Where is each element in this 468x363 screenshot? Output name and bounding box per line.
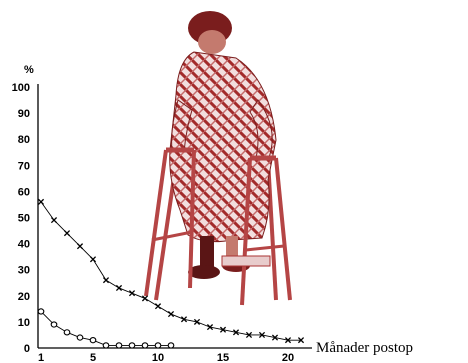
data-point-x [50, 217, 58, 224]
data-point-x [128, 290, 136, 297]
data-point-x [258, 331, 266, 339]
data-point-x [245, 331, 253, 339]
data-point-o [115, 342, 123, 349]
woman-with-walker-illustration [144, 11, 292, 306]
y-unit-label: % [24, 64, 34, 76]
data-point-x [206, 324, 214, 331]
data-point-x [76, 243, 84, 250]
data-point-x [37, 198, 45, 205]
data-point-x [232, 329, 240, 336]
series-layer [37, 198, 305, 349]
data-point-o [167, 342, 175, 349]
y-tick-labels: 0 10 20 30 40 50 60 70 80 90 100 [12, 82, 30, 355]
x-tick-labels: 1 5 10 15 20 [38, 352, 294, 363]
data-point-x [193, 318, 201, 325]
data-point-o [141, 342, 149, 349]
x-tick-label: 20 [282, 352, 294, 363]
data-point-o [63, 329, 71, 336]
data-point-o [37, 308, 45, 315]
data-point-x [141, 295, 149, 302]
data-point-x [219, 326, 227, 333]
y-tick-label: 80 [18, 134, 30, 146]
data-point-o [76, 334, 84, 341]
x-tick-label: 10 [152, 352, 164, 363]
data-point-x [297, 337, 305, 344]
y-tick-label: 100 [12, 82, 30, 94]
y-tick-label: 90 [18, 108, 30, 120]
series-line-2 [40, 311, 171, 346]
y-tick-label: 10 [18, 317, 30, 329]
x-axis-label: Månader postop [316, 340, 413, 356]
data-point-x [180, 316, 188, 323]
x-tick-label: 1 [38, 352, 44, 363]
y-tick-label: 60 [18, 186, 30, 198]
y-tick-label: 50 [18, 213, 30, 225]
data-point-o [50, 321, 58, 328]
data-point-o [102, 342, 110, 349]
data-point-o [154, 342, 162, 349]
y-tick-label: 0 [24, 343, 30, 355]
data-point-x [154, 303, 162, 310]
data-point-x [89, 256, 97, 263]
y-tick-label: 20 [18, 291, 30, 303]
data-point-x [167, 311, 175, 318]
data-point-x [115, 284, 123, 292]
data-point-o [128, 342, 136, 349]
data-point-x [102, 277, 110, 284]
data-point-o [89, 337, 97, 344]
data-point-x [284, 337, 292, 344]
data-point-x [271, 334, 279, 341]
x-tick-label: 15 [217, 352, 229, 363]
x-tick-label: 5 [90, 352, 96, 363]
y-tick-label: 40 [18, 239, 30, 251]
y-tick-label: 70 [18, 160, 30, 172]
data-point-x [63, 230, 71, 237]
y-tick-label: 30 [18, 265, 30, 277]
